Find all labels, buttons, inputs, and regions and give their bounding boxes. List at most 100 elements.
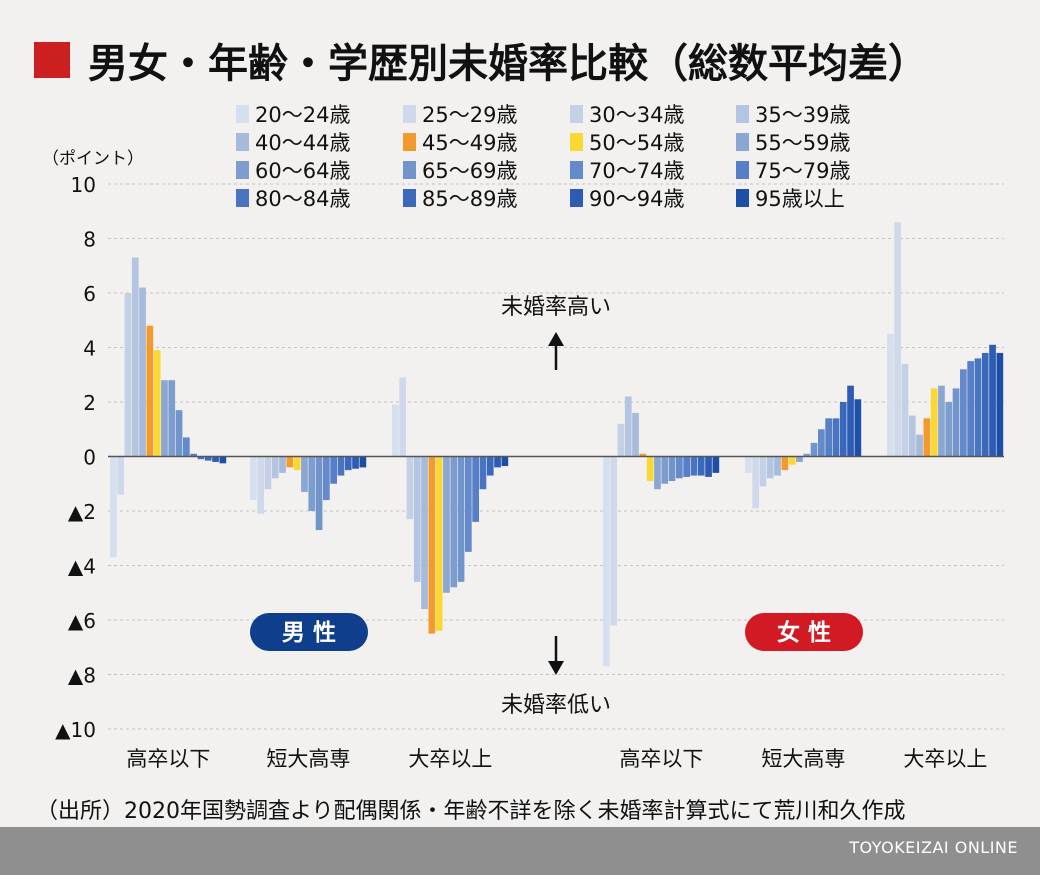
legend-label: 70〜74歳 (589, 159, 684, 183)
bar (745, 456, 752, 473)
bar (781, 456, 789, 471)
legend-swatch (403, 133, 416, 151)
source-note: （出所）2020年国勢調査より配偶関係・年齢不詳を除く未婚率計算式にて荒川和久作… (36, 799, 906, 824)
legend-swatch (736, 133, 749, 151)
bar (632, 412, 639, 457)
bar (908, 415, 916, 457)
bar (668, 456, 676, 482)
bar (832, 418, 840, 457)
bar (257, 456, 264, 514)
bar (110, 456, 117, 558)
bar (139, 287, 146, 457)
group-label: 大卒以上 (903, 747, 987, 771)
legend-swatch (570, 161, 583, 179)
y-tick-label: ▲4 (68, 555, 96, 579)
bar (501, 456, 509, 467)
bar (945, 402, 953, 457)
legend-swatch (736, 105, 749, 123)
chart-area: 10 8 6 4 2 0 ▲2 ▲4 ▲6 ▲8 ▲10 （ポイント） 高卒以下 短大高専 大卒以上 高卒以下… (42, 103, 1004, 771)
title-square-marker (34, 42, 70, 78)
legend-swatch (236, 189, 249, 207)
bar (646, 456, 654, 482)
bar (967, 361, 974, 457)
group-label: 高卒以下 (619, 747, 703, 771)
legend-label: 55〜59歳 (755, 131, 850, 155)
group-label: 高卒以下 (126, 747, 210, 771)
bar (190, 453, 197, 457)
chart-title: 男女・年齢・学歴別未婚率比較（総数平均差） (88, 41, 928, 87)
y-tick-label: 8 (83, 228, 96, 252)
y-tick-label: 0 (83, 446, 96, 470)
bar (183, 437, 190, 457)
bar (271, 456, 279, 479)
bar (603, 456, 610, 667)
bar (161, 380, 168, 457)
title-row: 男女・年齢・学歴別未婚率比較（総数平均差） (34, 30, 928, 90)
bar (494, 456, 501, 468)
bar (457, 456, 465, 582)
y-tick-label: 10 (71, 173, 96, 197)
bar (204, 456, 212, 461)
bar (916, 434, 923, 457)
bar (301, 456, 308, 492)
bar (392, 404, 399, 457)
y-tick-label: ▲10 (55, 718, 96, 742)
bar (435, 456, 443, 631)
bar (344, 456, 352, 471)
bar (413, 456, 421, 582)
arrow-down-head (548, 661, 564, 675)
bar (450, 456, 458, 588)
bar (810, 442, 818, 457)
legend-label: 80〜84歳 (255, 187, 350, 211)
bar (428, 456, 436, 634)
bar (981, 352, 989, 457)
legend-swatch (236, 105, 249, 123)
y-tick-label: 4 (83, 337, 96, 361)
bar (752, 456, 759, 509)
legend-swatch (403, 161, 416, 179)
legend-swatch (403, 189, 416, 207)
bar (788, 456, 796, 465)
bar (796, 456, 803, 462)
male-badge-label: 男 性 (282, 620, 336, 646)
bar (465, 456, 472, 552)
bar (212, 456, 219, 462)
bar (279, 456, 286, 473)
bar (146, 325, 154, 457)
legend-label: 25〜29歳 (422, 103, 517, 127)
bar (323, 456, 330, 501)
bar (175, 410, 183, 457)
bar (705, 456, 712, 477)
bar (989, 344, 996, 457)
group-label: 大卒以上 (408, 747, 492, 771)
bar (938, 385, 945, 457)
group-label: 短大高専 (266, 747, 350, 771)
bar (766, 456, 774, 479)
bar (486, 456, 494, 476)
bar (901, 363, 909, 457)
bar (894, 222, 901, 457)
legend-swatch (403, 105, 416, 123)
bar (286, 456, 294, 468)
bar (818, 429, 825, 457)
bar (219, 456, 227, 464)
legend-label: 50〜54歳 (589, 131, 684, 155)
bar (960, 369, 967, 457)
bar (661, 456, 669, 484)
legend-label: 65〜69歳 (422, 159, 517, 183)
bar (399, 377, 406, 457)
bar (839, 402, 847, 457)
bar (654, 456, 661, 490)
y-tick-label: ▲2 (68, 500, 96, 524)
bar (337, 456, 345, 476)
bar (854, 399, 862, 457)
bar (996, 352, 1004, 457)
legend-label: 30〜34歳 (589, 103, 684, 127)
legend-label: 20〜24歳 (255, 103, 350, 127)
bar (330, 456, 337, 484)
bar (712, 456, 720, 473)
bar (479, 456, 487, 490)
bar (952, 388, 960, 457)
bar (308, 456, 316, 511)
bar (887, 333, 894, 457)
